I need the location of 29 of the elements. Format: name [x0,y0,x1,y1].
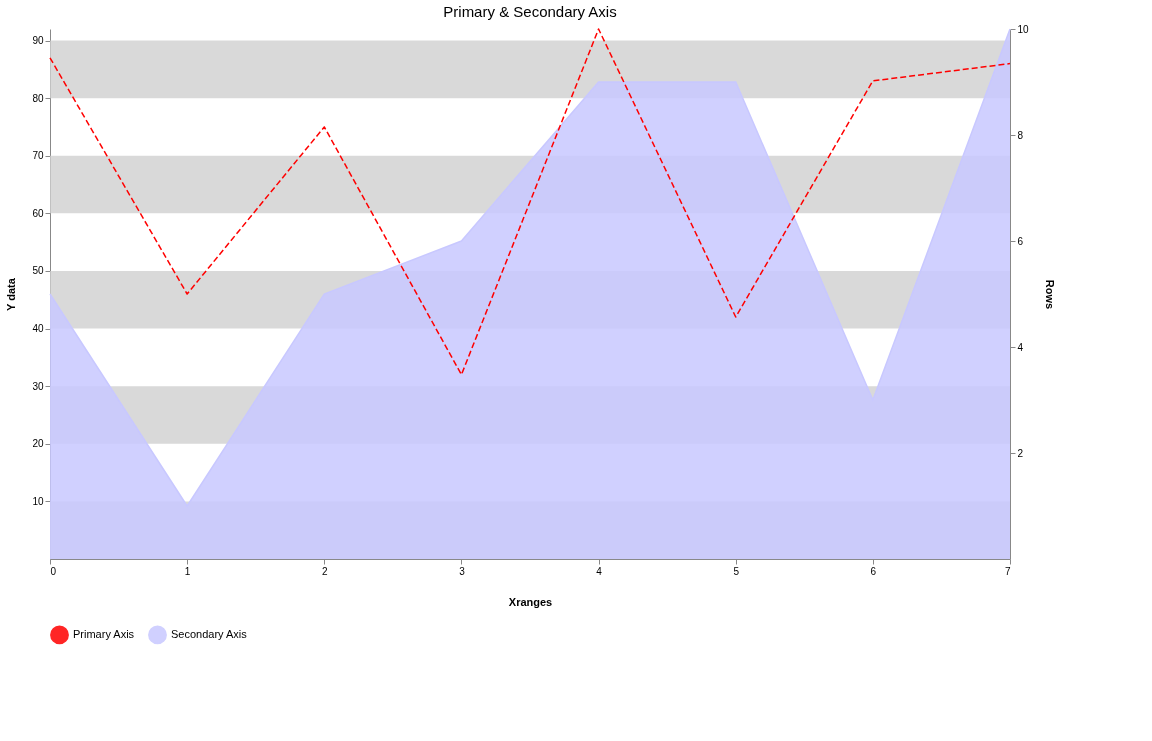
y-tick-label: 30 [32,380,44,392]
line-series [49,28,1011,376]
y-tick-label: 20 [32,438,44,450]
y2-tick-label: 10 [1017,23,1030,35]
x-tick-label: 2 [322,565,328,577]
y-tick-label: 40 [32,323,44,335]
y-tick-label: 10 [32,495,44,507]
x-tick-label: 1 [184,565,191,577]
y2-tick-label: 8 [1017,129,1024,141]
x-tick-label: 7 [1004,565,1011,577]
y2-tick-label: 4 [1017,341,1024,353]
x-axis-title: Xranges [508,595,553,608]
y2-tick-label: 6 [1017,235,1024,247]
y-tick-label: 80 [32,92,44,104]
legend-label: Primary Axis [73,627,135,640]
y-tick-label: 50 [32,265,44,277]
y2-tick-label: 2 [1017,447,1024,459]
y-axis-title: Y data [5,277,18,311]
y-tick-label: 90 [32,35,44,47]
x-tick-label: 4 [596,565,603,577]
y-tick-label: 60 [32,207,44,219]
x-tick-label: 5 [733,565,740,577]
legend-label: Secondary Axis [171,627,248,640]
y2-axis-title: Rows [1043,279,1056,310]
x-tick-label: 6 [870,565,877,577]
y-tick-label: 70 [32,150,44,162]
x-tick-label: 3 [459,565,466,577]
x-tick-label: 0 [50,565,57,577]
chart-title: Primary & Secondary Axis [443,3,617,20]
